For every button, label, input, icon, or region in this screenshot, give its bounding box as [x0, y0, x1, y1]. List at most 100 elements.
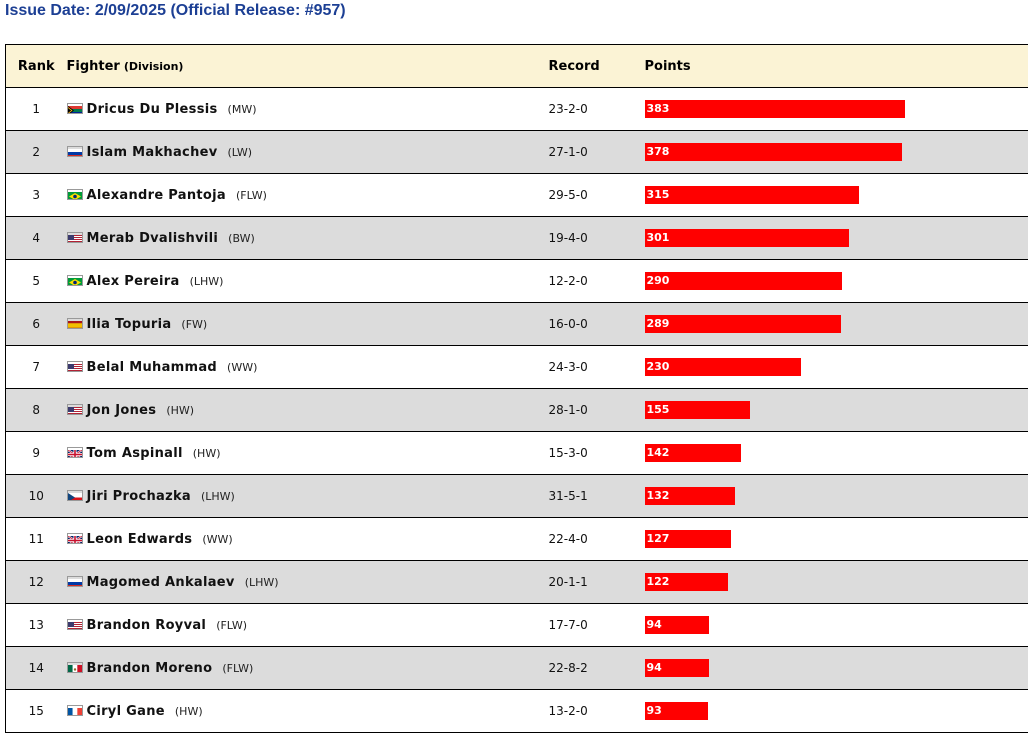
fighter-name-link[interactable]: Tom Aspinall: [87, 446, 183, 461]
division-header-label: (Division): [124, 60, 184, 73]
fighter-division: (LHW): [201, 490, 235, 503]
record-cell: 20-1-1: [549, 561, 645, 604]
points-cell: 301: [645, 217, 1028, 260]
rank-cell: 11: [6, 518, 67, 561]
points-bar: 127: [645, 530, 731, 548]
za-flag-icon: [67, 103, 83, 114]
fighter-division: (HW): [193, 447, 221, 460]
points-cell: 122: [645, 561, 1028, 604]
rank-cell: 14: [6, 647, 67, 690]
fighter-cell: Jiri Prochazka (LHW): [67, 475, 549, 518]
points-bar: 93: [645, 702, 708, 720]
record-cell: 12-2-0: [549, 260, 645, 303]
fighter-cell: Leon Edwards(WW): [67, 518, 549, 561]
fighter-header-label: Fighter: [67, 59, 120, 74]
table-header: Rank Fighter (Division) Record Points: [6, 45, 1028, 88]
fighter-division: (FW): [181, 318, 207, 331]
record-cell: 23-2-0: [549, 88, 645, 131]
record-cell: 29-5-0: [549, 174, 645, 217]
points-value: 127: [647, 532, 670, 545]
rank-header[interactable]: Rank: [6, 45, 67, 88]
rank-cell: 5: [6, 260, 67, 303]
br-flag-icon: [67, 189, 83, 200]
fighter-division: (HW): [175, 705, 203, 718]
rank-cell: 2: [6, 131, 67, 174]
record-cell: 31-5-1: [549, 475, 645, 518]
points-cell: 142: [645, 432, 1028, 475]
fighter-name-link[interactable]: Brandon Moreno: [87, 661, 213, 676]
points-bar: 94: [645, 659, 709, 677]
fighter-name-link[interactable]: Alexandre Pantoja: [87, 188, 227, 203]
fighter-name-link[interactable]: Jiri Prochazka: [87, 489, 191, 504]
fighter-division: (FLW): [216, 619, 247, 632]
record-cell: 17-7-0: [549, 604, 645, 647]
fighter-name-link[interactable]: Magomed Ankalaev: [87, 575, 235, 590]
record-cell: 27-1-0: [549, 131, 645, 174]
points-bar: 142: [645, 444, 741, 462]
points-bar: 230: [645, 358, 801, 376]
fighter-header[interactable]: Fighter (Division): [67, 45, 549, 88]
fighter-name-link[interactable]: Ilia Topuria: [87, 317, 172, 332]
record-cell: 22-8-2: [549, 647, 645, 690]
fighter-cell: Jon Jones (HW): [67, 389, 549, 432]
points-value: 155: [647, 403, 670, 416]
rank-cell: 12: [6, 561, 67, 604]
fighter-name-link[interactable]: Brandon Royval: [87, 618, 207, 633]
us-flag-icon: [67, 619, 83, 630]
points-bar: 301: [645, 229, 849, 247]
points-value: 289: [647, 317, 670, 330]
fighter-cell: Merab Dvalishvili(BW): [67, 217, 549, 260]
fighter-name-link[interactable]: Alex Pereira: [87, 274, 180, 289]
points-bar: 155: [645, 401, 750, 419]
fighter-division: (HW): [166, 404, 194, 417]
fighter-name-link[interactable]: Ciryl Gane: [87, 704, 165, 719]
fighter-cell: Alexandre Pantoja (FLW): [67, 174, 549, 217]
fighter-division: (FLW): [222, 662, 253, 675]
points-value: 378: [647, 145, 670, 158]
gb-flag-icon: [67, 533, 83, 544]
es-flag-icon: [67, 318, 83, 329]
record-header[interactable]: Record: [549, 45, 645, 88]
rank-cell: 4: [6, 217, 67, 260]
record-cell: 13-2-0: [549, 690, 645, 733]
points-cell: 155: [645, 389, 1028, 432]
rank-cell: 13: [6, 604, 67, 647]
points-cell: 94: [645, 604, 1028, 647]
points-cell: 315: [645, 174, 1028, 217]
points-value: 94: [647, 661, 662, 674]
record-cell: 16-0-0: [549, 303, 645, 346]
points-value: 93: [647, 704, 662, 717]
gb-flag-icon: [67, 447, 83, 458]
ru-flag-icon: [67, 146, 83, 157]
fighter-name-link[interactable]: Merab Dvalishvili: [87, 231, 219, 246]
fighter-name-link[interactable]: Islam Makhachev: [87, 145, 218, 160]
points-value: 142: [647, 446, 670, 459]
rank-cell: 10: [6, 475, 67, 518]
fighter-name-link[interactable]: Belal Muhammad: [87, 360, 218, 375]
points-value: 132: [647, 489, 670, 502]
points-header[interactable]: Points: [645, 45, 1028, 88]
points-value: 122: [647, 575, 670, 588]
fighter-cell: Ilia Topuria (FW): [67, 303, 549, 346]
fighter-division: (FLW): [236, 189, 267, 202]
fighter-division: (LHW): [245, 576, 279, 589]
fighter-cell: Brandon Royval (FLW): [67, 604, 549, 647]
fighter-name-link[interactable]: Leon Edwards: [87, 532, 193, 547]
fighter-name-link[interactable]: Jon Jones: [87, 403, 157, 418]
points-bar: 378: [645, 143, 902, 161]
points-value: 315: [647, 188, 670, 201]
fighter-cell: Magomed Ankalaev (LHW): [67, 561, 549, 604]
fighter-division: (LHW): [190, 275, 224, 288]
fighter-name-link[interactable]: Dricus Du Plessis: [87, 102, 218, 117]
